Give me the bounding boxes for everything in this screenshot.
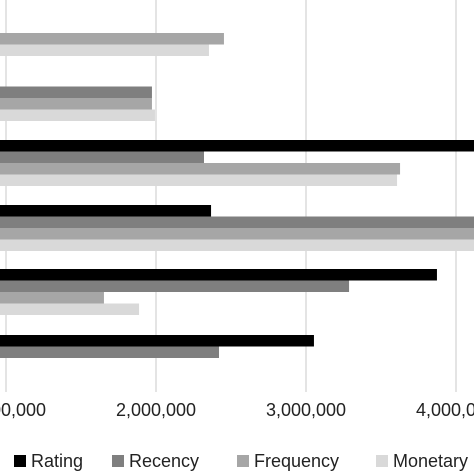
- bar: [0, 86, 152, 98]
- legend-label: Monetary: [393, 451, 468, 471]
- bar: [0, 228, 474, 240]
- x-tick-label: 3,000,000: [266, 400, 346, 420]
- bar: [0, 280, 350, 292]
- bar: [0, 151, 204, 163]
- legend-swatch: [237, 455, 249, 467]
- legend-label: Recency: [129, 451, 199, 471]
- bar: [0, 163, 401, 175]
- bar: [0, 239, 474, 251]
- bar: [0, 269, 437, 281]
- bar: [0, 292, 104, 304]
- bar: [0, 174, 398, 186]
- x-tick-label: 1,000,000: [0, 400, 46, 420]
- legend-swatch: [14, 455, 26, 467]
- bar: [0, 109, 155, 121]
- bar: [0, 205, 212, 217]
- x-tick-label: 2,000,000: [116, 400, 196, 420]
- x-tick-label: 4,000,000: [416, 400, 474, 420]
- legend-label: Rating: [31, 451, 83, 471]
- bar: [0, 303, 140, 315]
- bar: [0, 140, 474, 152]
- legend-swatch: [376, 455, 388, 467]
- bar: [0, 98, 152, 110]
- bar: [0, 346, 219, 358]
- bar: [0, 44, 209, 56]
- bar: [0, 335, 314, 347]
- legend-swatch: [112, 455, 124, 467]
- legend-label: Frequency: [254, 451, 339, 471]
- bar: [0, 33, 224, 45]
- bar: [0, 216, 474, 228]
